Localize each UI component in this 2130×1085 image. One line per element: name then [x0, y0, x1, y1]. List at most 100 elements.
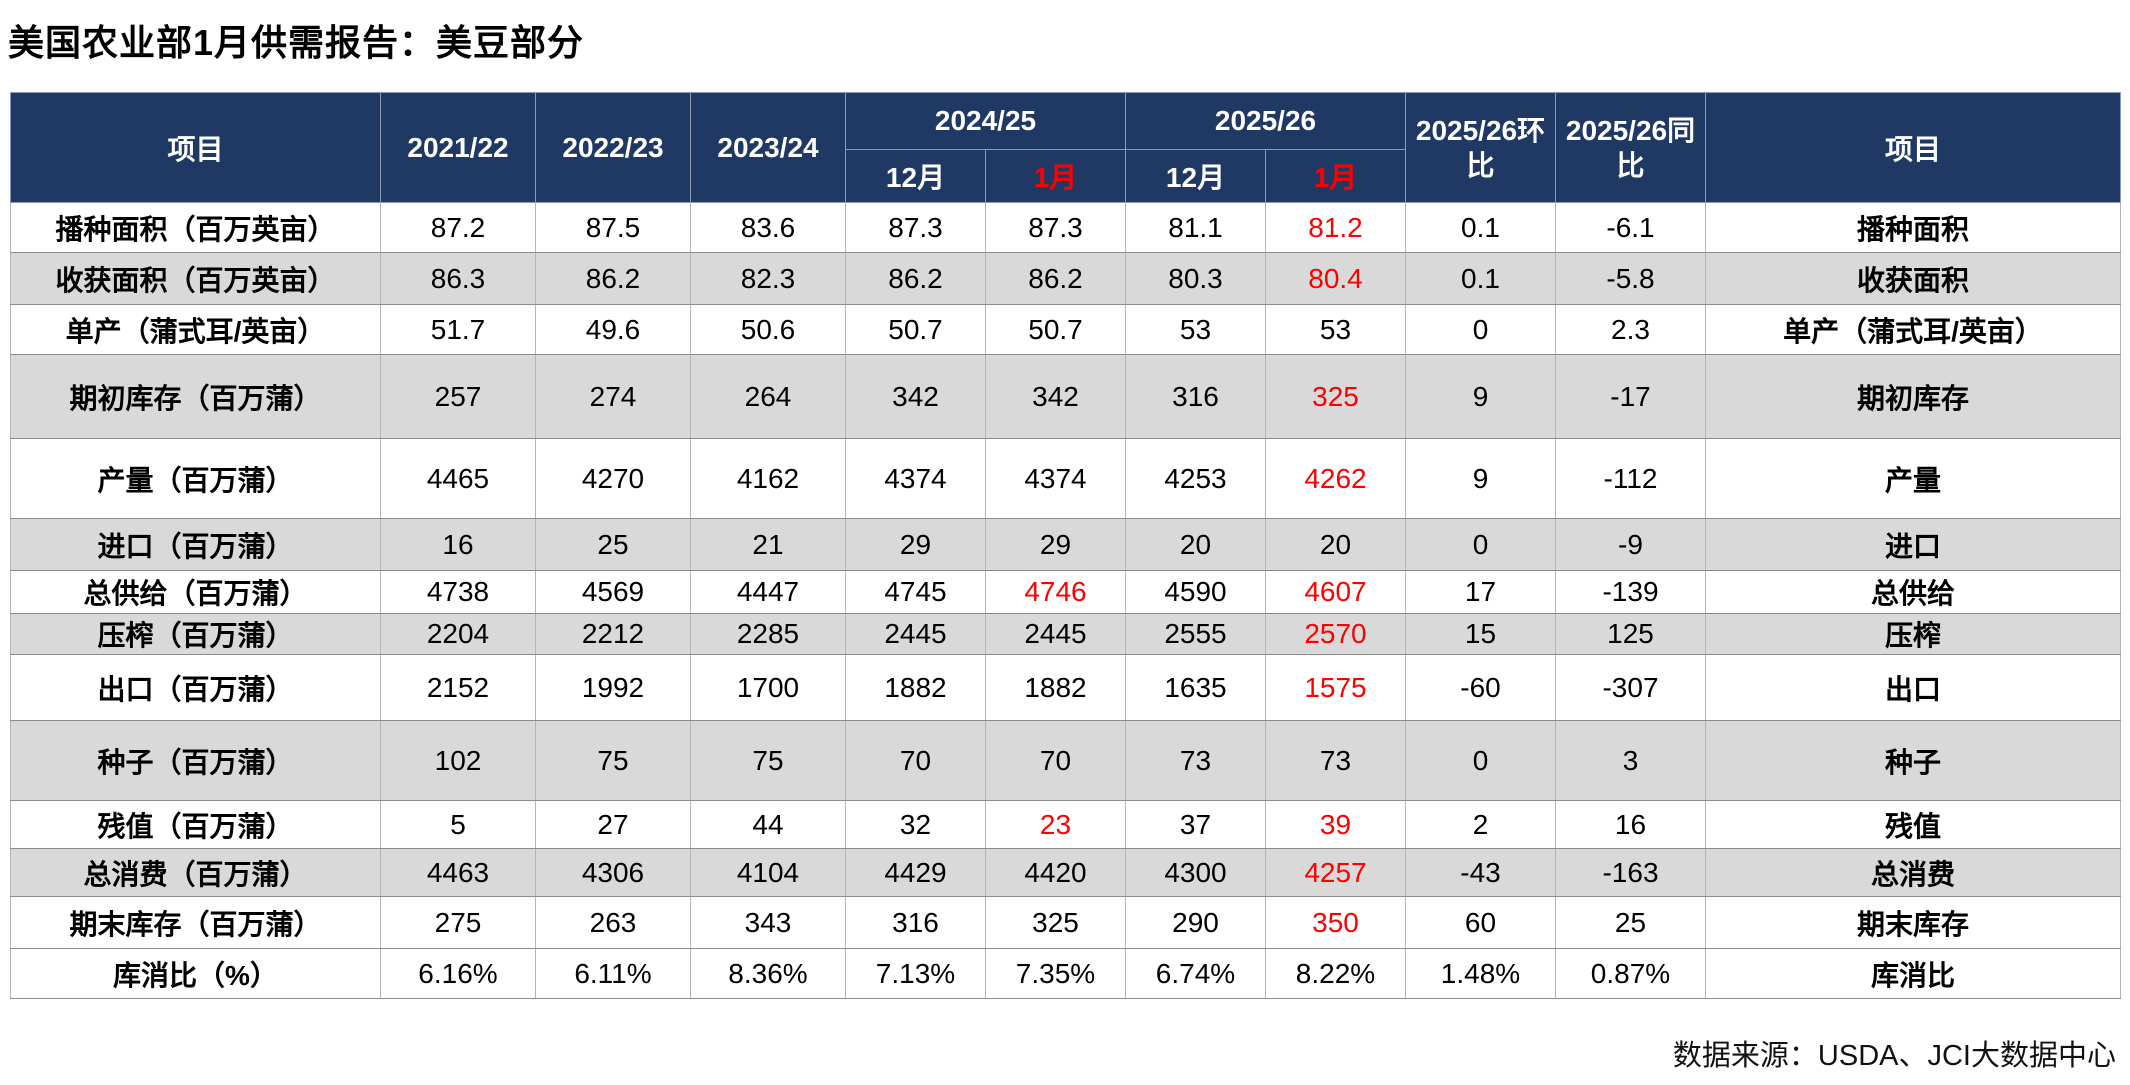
cell: 70 — [845, 720, 986, 801]
cell: 4270 — [535, 438, 691, 519]
cell: 0.1 — [1405, 252, 1556, 305]
cell: 53 — [1125, 304, 1266, 355]
row-label: 单产（蒲式耳/英亩） — [10, 304, 381, 355]
cell: 4420 — [985, 848, 1126, 897]
cell: 4465 — [380, 438, 536, 519]
cell: 342 — [845, 354, 986, 439]
header-item-left: 项目 — [10, 92, 381, 203]
cell: 20 — [1125, 518, 1266, 571]
cell: 4745 — [845, 570, 986, 614]
cell: 4374 — [845, 438, 986, 519]
cell: 29 — [985, 518, 1126, 571]
cell: 342 — [985, 354, 1126, 439]
cell: -307 — [1555, 654, 1706, 721]
cell: 0 — [1405, 720, 1556, 801]
cell: 87.3 — [845, 202, 986, 253]
cell: 86.2 — [845, 252, 986, 305]
row-label-right: 期初库存 — [1705, 354, 2121, 439]
cell: 325 — [985, 896, 1126, 949]
header-group-2025-26: 2025/26 — [1125, 92, 1406, 150]
row-label: 种子（百万蒲） — [10, 720, 381, 801]
table-row: 期末库存（百万蒲） 275 263 343 316 325 290 350 60 25 期末库存 — [10, 896, 2121, 949]
report-page: 美国农业部1月供需报告：美豆部分 项目 2021/22 2022/23 2023… — [0, 14, 2130, 1072]
cell: 4257 — [1265, 848, 1406, 897]
row-label-right: 残值 — [1705, 800, 2121, 849]
table-row: 库消比（%） 6.16% 6.11% 8.36% 7.13% 7.35% 6.74% 8.22… — [10, 948, 2121, 999]
table-row: 收获面积（百万英亩） 86.3 86.2 82.3 86.2 86.2 80.3 80.4 0.… — [10, 252, 2121, 305]
cell: 8.36% — [690, 948, 846, 999]
header-month-jan-2025-26: 1月 — [1265, 149, 1406, 203]
cell: -60 — [1405, 654, 1556, 721]
cell: 37 — [1125, 800, 1266, 849]
cell: -163 — [1555, 848, 1706, 897]
cell: 2555 — [1125, 613, 1266, 655]
cell: 4429 — [845, 848, 986, 897]
cell: 2 — [1405, 800, 1556, 849]
cell: 2445 — [845, 613, 986, 655]
cell: 2285 — [690, 613, 846, 655]
cell: 44 — [690, 800, 846, 849]
table-row: 种子（百万蒲） 102 75 75 70 70 73 73 0 3 种子 — [10, 720, 2121, 801]
cell: 4300 — [1125, 848, 1266, 897]
cell: 6.74% — [1125, 948, 1266, 999]
table-row: 产量（百万蒲） 4465 4270 4162 4374 4374 4253 4262 9 -112… — [10, 438, 2121, 519]
cell: 1882 — [845, 654, 986, 721]
cell: 264 — [690, 354, 846, 439]
cell: 15 — [1405, 613, 1556, 655]
cell: 274 — [535, 354, 691, 439]
row-label-right: 产量 — [1705, 438, 2121, 519]
cell: 86.3 — [380, 252, 536, 305]
cell: 6.16% — [380, 948, 536, 999]
cell: 7.35% — [985, 948, 1126, 999]
cell: -5.8 — [1555, 252, 1706, 305]
cell: 1575 — [1265, 654, 1406, 721]
row-label: 期初库存（百万蒲） — [10, 354, 381, 439]
cell: 87.3 — [985, 202, 1126, 253]
cell: 73 — [1265, 720, 1406, 801]
cell: 263 — [535, 896, 691, 949]
cell: 4463 — [380, 848, 536, 897]
row-label-right: 出口 — [1705, 654, 2121, 721]
table-row: 单产（蒲式耳/英亩） 51.7 49.6 50.6 50.7 50.7 53 53 0 2.3 单产… — [10, 304, 2121, 355]
row-label: 进口（百万蒲） — [10, 518, 381, 571]
cell: -6.1 — [1555, 202, 1706, 253]
header-month-dec-2025-26: 12月 — [1125, 149, 1266, 203]
row-label-right: 压榨 — [1705, 613, 2121, 655]
cell: 2445 — [985, 613, 1126, 655]
data-source: 数据来源：USDA、JCI大数据中心 — [1672, 1040, 2116, 1072]
cell: 4306 — [535, 848, 691, 897]
cell: 25 — [1555, 896, 1706, 949]
cell: 86.2 — [535, 252, 691, 305]
row-label: 播种面积（百万英亩） — [10, 202, 381, 253]
row-label-right: 期末库存 — [1705, 896, 2121, 949]
cell: -43 — [1405, 848, 1556, 897]
cell: 8.22% — [1265, 948, 1406, 999]
cell: 50.6 — [690, 304, 846, 355]
cell: 257 — [380, 354, 536, 439]
cell: 1992 — [535, 654, 691, 721]
cell: 4262 — [1265, 438, 1406, 519]
row-label: 总供给（百万蒲） — [10, 570, 381, 614]
cell: 29 — [845, 518, 986, 571]
row-label: 收获面积（百万英亩） — [10, 252, 381, 305]
cell: 87.2 — [380, 202, 536, 253]
cell: 50.7 — [985, 304, 1126, 355]
cell: 0.1 — [1405, 202, 1556, 253]
row-label: 出口（百万蒲） — [10, 654, 381, 721]
row-label-right: 单产（蒲式耳/英亩） — [1705, 304, 2121, 355]
cell: 4590 — [1125, 570, 1266, 614]
cell: -139 — [1555, 570, 1706, 614]
cell: 0.87% — [1555, 948, 1706, 999]
cell: 125 — [1555, 613, 1706, 655]
row-label: 压榨（百万蒲） — [10, 613, 381, 655]
cell: 75 — [690, 720, 846, 801]
table-row: 压榨（百万蒲） 2204 2212 2285 2445 2445 2555 2570 15 125… — [10, 613, 2121, 655]
row-label: 残值（百万蒲） — [10, 800, 381, 849]
cell: 17 — [1405, 570, 1556, 614]
cell: 4162 — [690, 438, 846, 519]
cell: 6.11% — [535, 948, 691, 999]
cell: 32 — [845, 800, 986, 849]
row-label-right: 总供给 — [1705, 570, 2121, 614]
header-mom: 2025/26环比 — [1405, 92, 1556, 203]
cell: 290 — [1125, 896, 1266, 949]
